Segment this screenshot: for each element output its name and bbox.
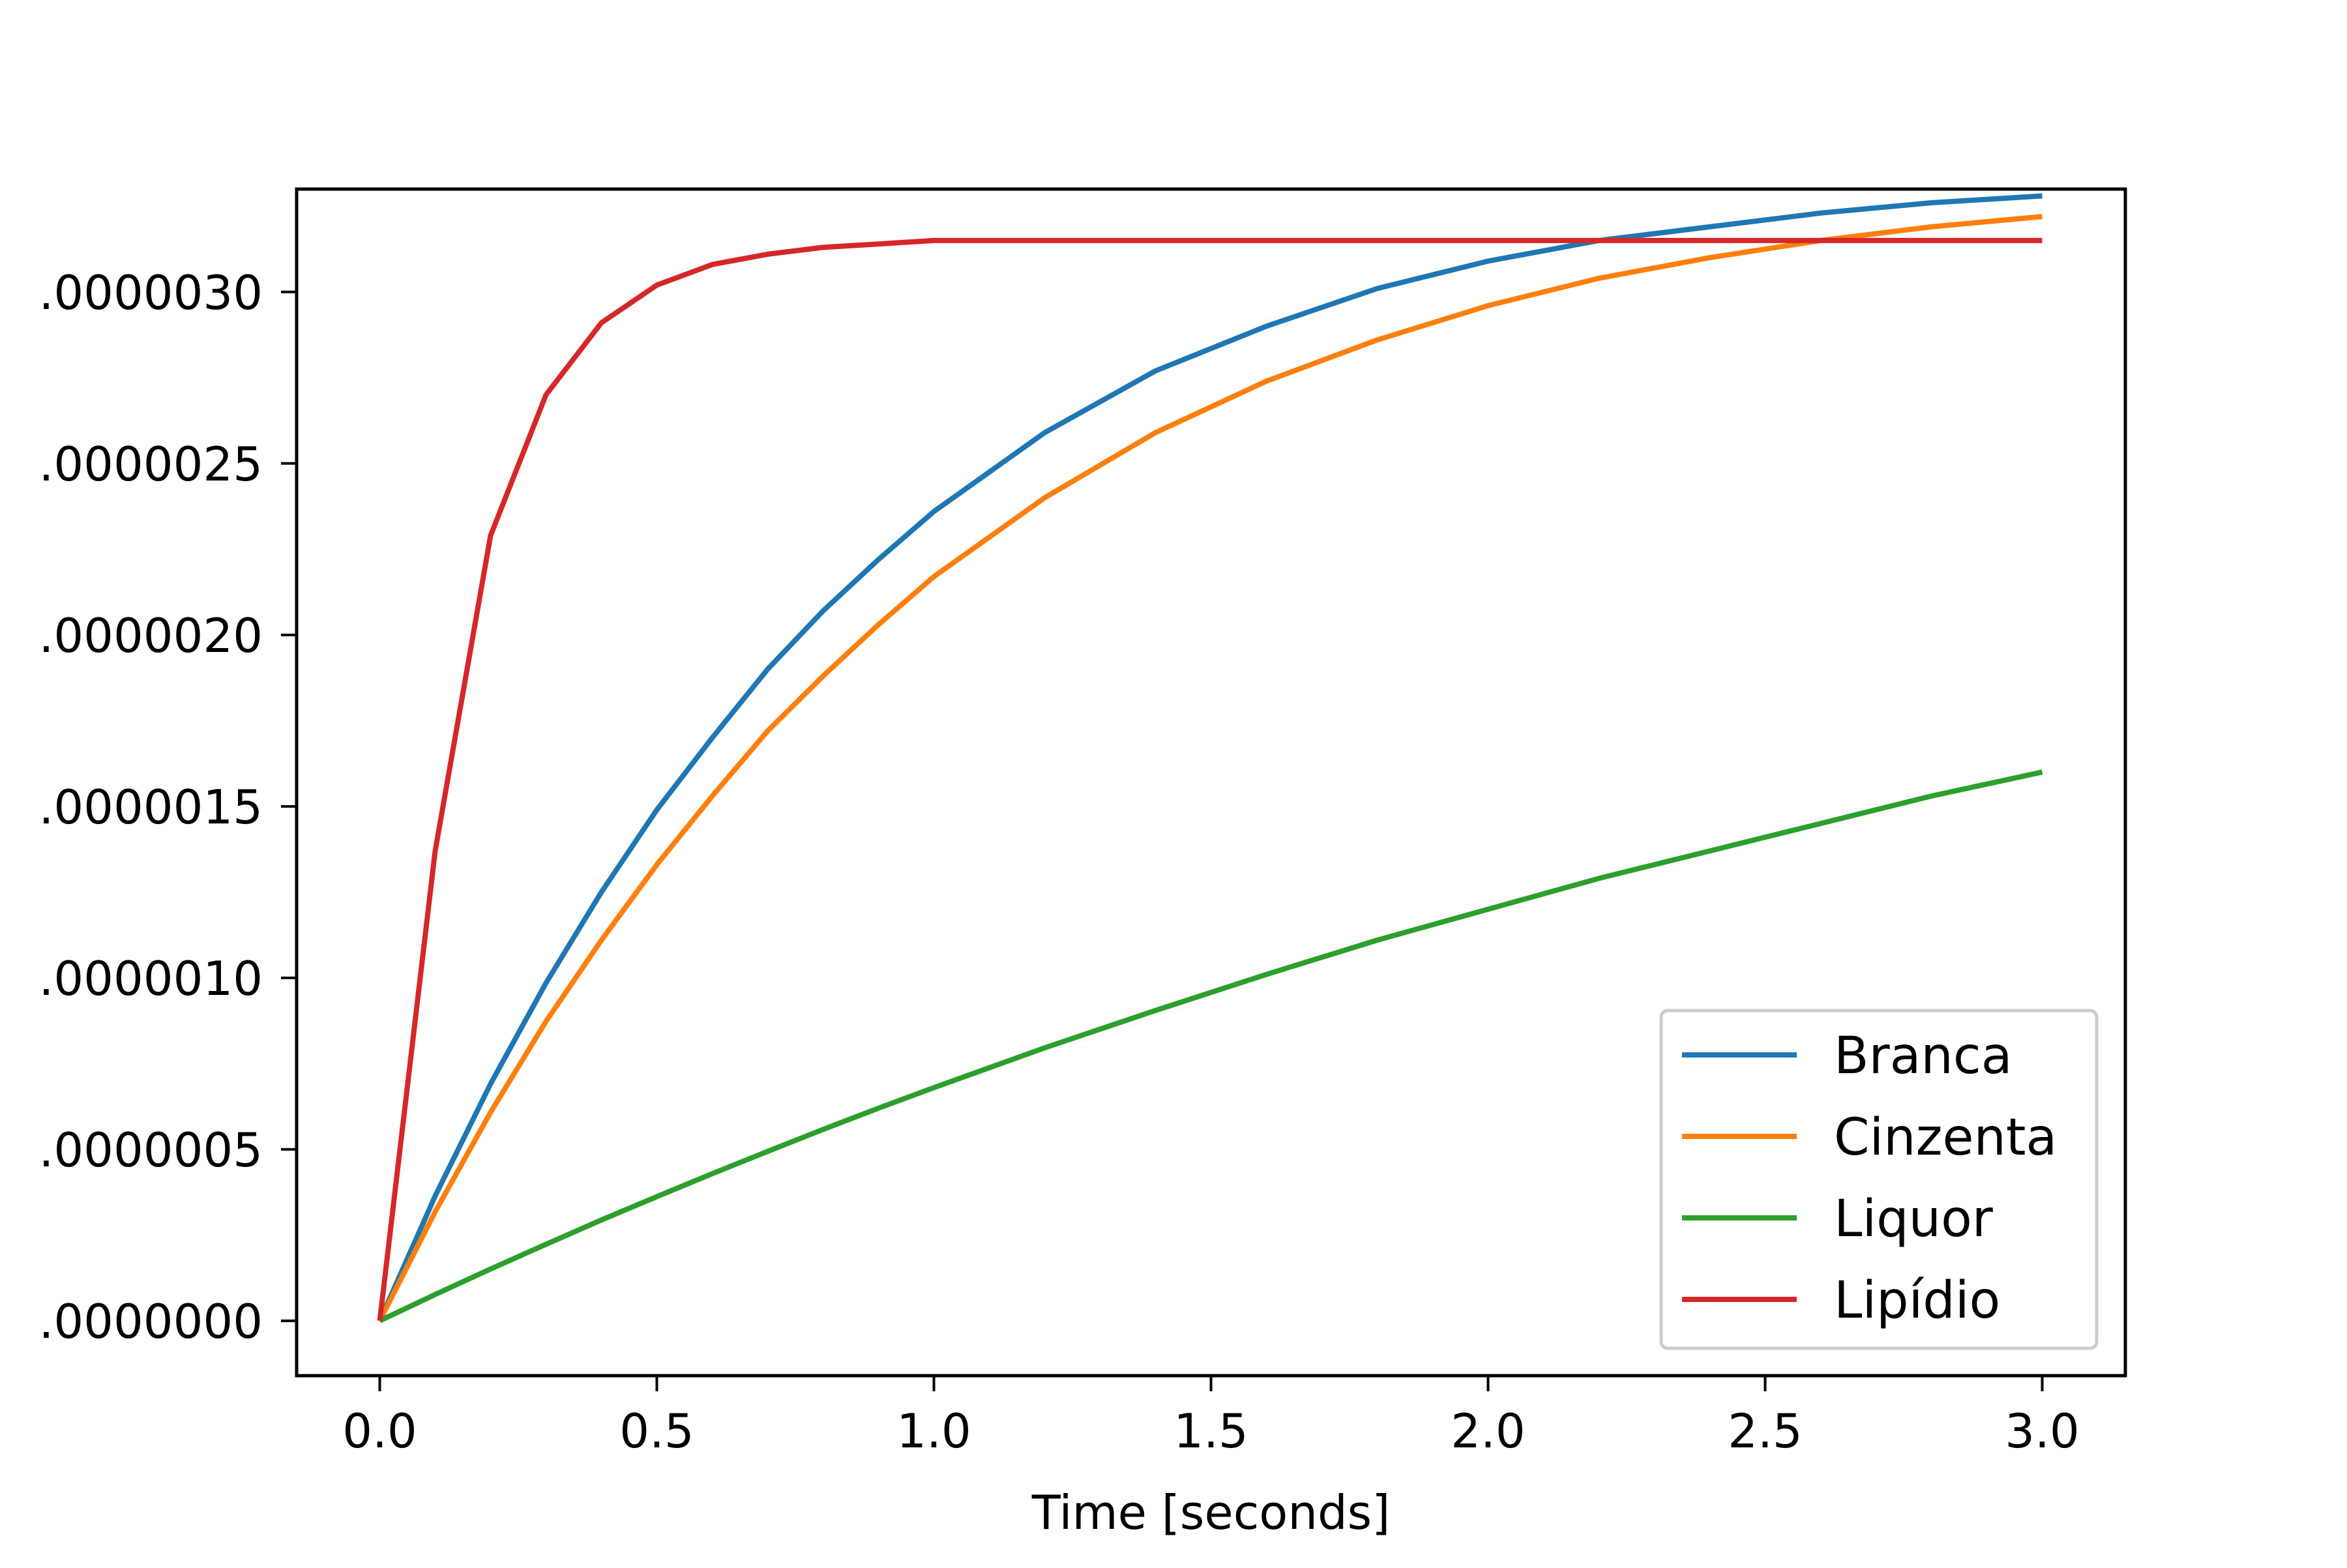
- series-line-2: [378, 769, 2043, 1324]
- legend-label: Lipídio: [1834, 1271, 2000, 1330]
- series-line-0: [377, 193, 2043, 1322]
- series-layer: [377, 193, 2043, 1324]
- x-tick-label: 3.0: [2005, 1404, 2080, 1458]
- legend-label: Branca: [1834, 1027, 2013, 1086]
- x-axis: 0.0 0.5 1.0 1.5 2.0 2.5 3.0: [342, 1376, 2080, 1458]
- y-tick-label: .0000030: [38, 265, 263, 320]
- legend-box: [1659, 1009, 2099, 1350]
- y-tick-label: .0000010: [38, 951, 263, 1006]
- x-axis-title: Time [seconds]: [1031, 1485, 1391, 1540]
- legend-label: Liquor: [1834, 1190, 1994, 1249]
- legend-label: Cinzenta: [1834, 1108, 2057, 1167]
- y-tick-label: .0000015: [38, 780, 263, 835]
- y-tick-label: .0000025: [38, 437, 263, 492]
- y-tick-label: .0000000: [38, 1294, 263, 1349]
- y-axis: .0000000 .0000005 .0000010 .0000015 .0000020…: [38, 265, 297, 1349]
- y-tick-label: .0000005: [38, 1123, 263, 1177]
- y-tick-label: .0000020: [38, 608, 263, 663]
- x-tick-label: 2.0: [1451, 1404, 1526, 1458]
- series-line-1: [377, 214, 2043, 1322]
- x-tick-label: 1.5: [1174, 1404, 1248, 1458]
- series-line-3: [377, 237, 2043, 1322]
- x-tick-label: 0.5: [619, 1404, 694, 1458]
- legend: Branca Cinzenta Liquor Lipídio: [1659, 1009, 2099, 1350]
- x-tick-label: 1.0: [896, 1404, 971, 1458]
- x-tick-label: 2.5: [1728, 1404, 1803, 1458]
- x-tick-label: 0.0: [342, 1404, 417, 1458]
